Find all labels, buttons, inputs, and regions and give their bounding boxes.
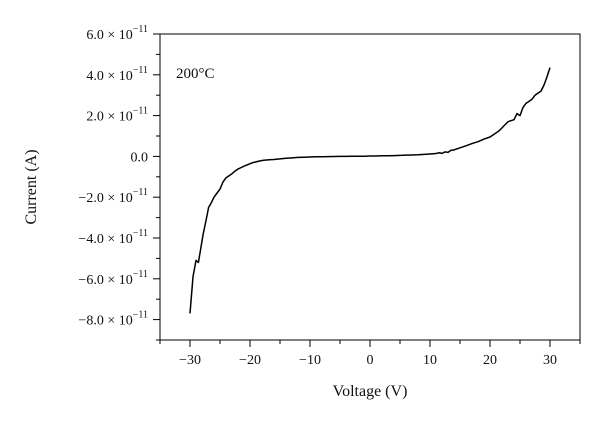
plot-frame: [159, 33, 581, 341]
y-tick-label: −6.0 × 10−11: [78, 269, 148, 288]
x-tick-label: 20: [483, 353, 497, 368]
x-tick-label: 10: [423, 353, 437, 368]
y-tick-label: 6.0 × 10−11: [86, 24, 148, 43]
x-tick-label: −30: [179, 353, 201, 368]
x-tick-label: 30: [543, 353, 557, 368]
y-tick-label: −4.0 × 10−11: [78, 228, 148, 247]
y-axis-title: Current (A): [23, 149, 40, 224]
y-tick-label: 4.0 × 10−11: [86, 65, 148, 84]
y-axis-ticks: 6.0 × 10−11 4.0 × 10−11 2.0 × 10−11 0.0 −2.0…: [78, 24, 160, 341]
series-line: [189, 67, 551, 314]
x-tick-label: −20: [239, 353, 261, 368]
annotation-label: 200°C: [176, 66, 215, 82]
x-axis-title: Voltage (V): [333, 383, 408, 400]
y-tick-label: −8.0 × 10−11: [78, 310, 148, 329]
x-tick-label: 0: [367, 353, 374, 368]
y-tick-label: −2.0 × 10−11: [78, 187, 148, 206]
x-tick-label: −10: [299, 353, 321, 368]
y-tick-label: 0.0: [131, 150, 149, 165]
x-axis-ticks: −30 −20 −10 0 10 20 30: [159, 340, 581, 368]
y-tick-label: 2.0 × 10−11: [86, 106, 148, 125]
